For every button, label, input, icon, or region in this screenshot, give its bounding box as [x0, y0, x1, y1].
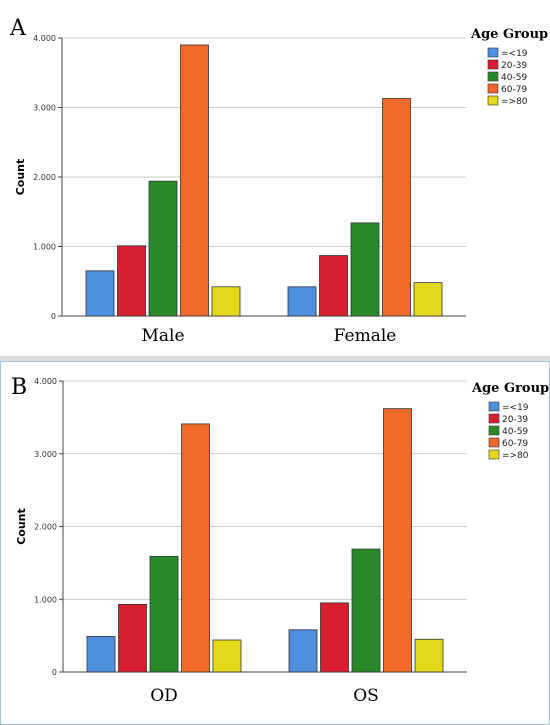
category-label: Female	[334, 326, 397, 346]
legend-swatch	[487, 83, 499, 94]
bar-chart-a: A 0 1.000 2.000 3.000 4.000 Count Male Female Age…	[9, 16, 548, 346]
y-tick-label: 3.000	[34, 450, 57, 459]
y-tick-label: 4.000	[34, 377, 57, 386]
bar-male-2	[148, 180, 178, 317]
legend-entry: 60-79	[501, 85, 527, 95]
y-axis-title: Count	[15, 508, 28, 545]
bar-female-3	[382, 98, 411, 317]
bar-female-2	[350, 222, 380, 317]
legend-swatch	[488, 413, 500, 424]
bar-os-3	[383, 408, 412, 673]
bar-od-2	[149, 555, 179, 673]
bar-chart-b: B 0 1.000 2.000 3.000 4.000 Count OD OS Age Group…	[11, 375, 549, 706]
y-tick-label: 1.000	[33, 243, 56, 252]
legend-entry: =<19	[502, 403, 529, 413]
y-tick-label: 0	[52, 668, 57, 677]
category-label: OD	[150, 686, 178, 706]
legend-entry: 40-59	[502, 427, 528, 437]
bar-female-1	[319, 255, 348, 317]
panel-letter: B	[11, 375, 27, 400]
legend-entry: 60-79	[502, 439, 528, 449]
bar-male-3	[180, 44, 209, 317]
legend-swatch	[487, 71, 499, 82]
bar-female-4	[413, 282, 443, 317]
legend-entry: 20-39	[501, 61, 527, 71]
legend-title: Age Group	[471, 381, 549, 396]
legend-swatch	[487, 47, 499, 58]
bar-male-0	[85, 270, 115, 317]
category-label: Male	[141, 326, 184, 346]
y-tick-label: 4.000	[33, 34, 56, 43]
legend-swatch	[487, 95, 499, 106]
legend-title: Age Group	[470, 27, 548, 42]
legend-entry: 20-39	[502, 415, 528, 425]
bar-od-0	[86, 635, 116, 673]
chart-panel-b: B 0 1.000 2.000 3.000 4.000 Count OD OS Age Group…	[0, 361, 550, 725]
bar-os-2	[351, 548, 381, 673]
bar-female-0	[287, 286, 317, 317]
bar-os-0	[288, 629, 318, 673]
panel-letter: A	[9, 16, 27, 41]
bar-od-3	[181, 423, 210, 673]
y-axis-title: Count	[14, 159, 27, 196]
bar-os-1	[320, 602, 349, 673]
y-tick-label: 3.000	[33, 104, 56, 113]
legend-swatch	[488, 401, 500, 412]
legend-entry: =>80	[502, 451, 529, 461]
bar-male-4	[211, 286, 241, 317]
legend-entry: =>80	[501, 97, 528, 107]
legend-entry: =<19	[501, 49, 528, 59]
chart-panel-a: A 0 1.000 2.000 3.000 4.000 Count Male Female Age…	[0, 0, 550, 360]
y-tick-label: 1.000	[34, 595, 57, 604]
legend-entry: 40-59	[501, 73, 527, 83]
legend-swatch	[488, 425, 500, 436]
legend-swatch	[487, 59, 499, 70]
y-tick-label: 2.000	[34, 523, 57, 532]
legend-swatch	[488, 437, 500, 448]
legend-swatch	[488, 449, 500, 460]
bar-male-1	[117, 245, 146, 317]
bar-od-1	[118, 603, 147, 673]
bar-os-4	[414, 638, 444, 673]
bar-od-4	[212, 639, 242, 673]
category-label: OS	[353, 686, 379, 706]
y-tick-label: 2.000	[33, 173, 56, 182]
y-tick-label: 0	[51, 312, 56, 321]
